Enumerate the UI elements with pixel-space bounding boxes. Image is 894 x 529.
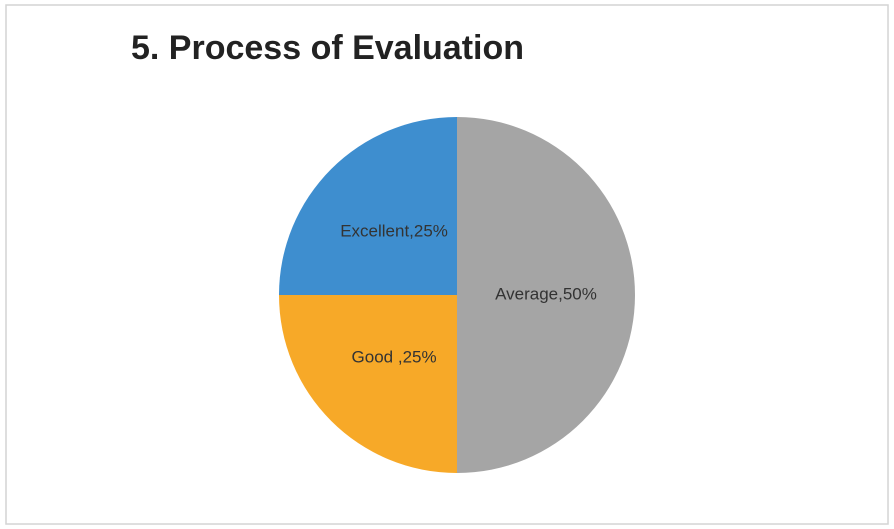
pie-slice [457,117,635,473]
data-label: Average,50% [495,284,597,303]
pie-slice [279,117,457,295]
chart-title: 5. Process of Evaluation [131,29,524,67]
data-label: Good ,25% [352,347,437,366]
data-label: Excellent,25% [340,222,448,241]
pie-slice [279,295,457,473]
